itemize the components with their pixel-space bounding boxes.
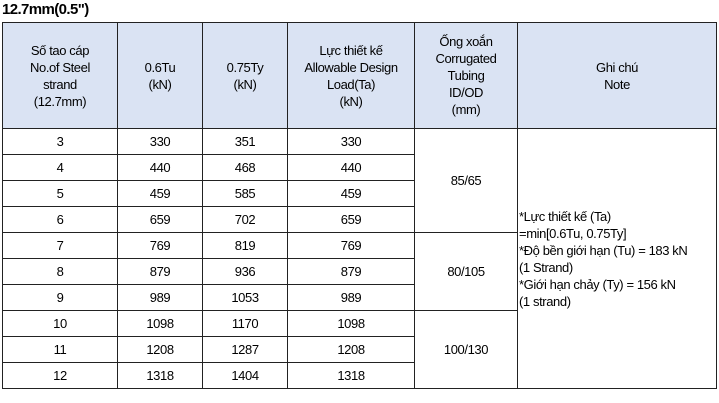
- header-ty: 0.75Ty (kN): [202, 22, 288, 129]
- table-row: 9 989 1053 989: [2, 284, 717, 311]
- cell-ta: 769: [287, 232, 415, 259]
- text-line: No.of Steel: [30, 59, 90, 75]
- cell-ty: 1170: [202, 310, 288, 337]
- cell-ta: 1318: [287, 362, 415, 389]
- text-line: (kN): [148, 76, 172, 92]
- text-line: (12.7mm): [33, 93, 87, 109]
- header-duct: Ống xoắn Corrugated Tubing ID/OD (mm): [414, 22, 518, 129]
- text-line: Allowable Design: [304, 59, 398, 75]
- cell-n: 6: [2, 206, 118, 233]
- cell-tu: 989: [117, 284, 203, 311]
- text-line: Ghi chú: [595, 59, 638, 75]
- cell-n: 5: [2, 180, 118, 207]
- header-ta: Lực thiết kế Allowable Design Load(Ta) (kN): [287, 22, 415, 129]
- text-line: *Lực thiết kế (Ta): [519, 208, 611, 224]
- text-line: Note: [604, 76, 630, 92]
- text-line: =min[0.6Tu, 0.75Ty]: [519, 225, 627, 241]
- text-line: 0.6Tu: [144, 59, 176, 75]
- cell-tu: 659: [117, 206, 203, 233]
- table-row: 8 879 936 879: [2, 258, 717, 285]
- cell-tu: 1318: [117, 362, 203, 389]
- text-line: Ống xoắn: [439, 34, 493, 49]
- cell-n: 9: [2, 284, 118, 311]
- cell-ta: 1098: [287, 310, 415, 337]
- text-line: *Độ bền giới hạn (Tu) = 183 kN: [519, 242, 688, 258]
- cell-n: 11: [2, 336, 118, 363]
- cell-n: 12: [2, 362, 118, 389]
- text-line: Số tao cáp: [30, 42, 90, 58]
- cell-ta: 459: [287, 180, 415, 207]
- cell-ty: 1053: [202, 284, 288, 311]
- cell-ta: 440: [287, 154, 415, 181]
- cell-n: 10: [2, 310, 118, 337]
- text-line: Tubing: [447, 68, 485, 83]
- cell-ty: 585: [202, 180, 288, 207]
- cell-duct: 100/130: [414, 310, 518, 389]
- cell-n: 7: [2, 232, 118, 259]
- table-row: 10 1098 1170 1098 100/130: [2, 310, 717, 389]
- table-row: 12 1318 1404 1318: [2, 362, 717, 389]
- text-line: Lực thiết kế: [319, 42, 383, 58]
- cell-ta: 989: [287, 284, 415, 311]
- cell-ty: 702: [202, 206, 288, 233]
- table-row: 5 459 585 459: [2, 180, 717, 207]
- cell-ty: 351: [202, 128, 288, 155]
- cell-ta: 879: [287, 258, 415, 285]
- cell-n: 3: [2, 128, 118, 155]
- strand-table: Số tao cáp No.of Steel strand (12.7mm) 0.6T…: [2, 22, 717, 389]
- text-line: *Giới hạn chảy (Ty) = 156 kN: [519, 276, 676, 292]
- text-line: (1 Strand): [519, 259, 573, 275]
- header-strands: Số tao cáp No.of Steel strand (12.7mm): [2, 22, 118, 129]
- cell-tu: 1208: [117, 336, 203, 363]
- cell-ta: 1208: [287, 336, 415, 363]
- header-tu: 0.6Tu (kN): [117, 22, 203, 129]
- text-line: Corrugated: [435, 51, 497, 66]
- cell-ta: 659: [287, 206, 415, 233]
- cell-ty: 1404: [202, 362, 288, 389]
- cell-ta: 330: [287, 128, 415, 155]
- cell-duct: 85/65: [414, 128, 518, 233]
- page-title: 12.7mm(0.5"): [2, 1, 89, 18]
- table-row: 11 1208 1287 1208: [2, 336, 717, 363]
- text-line: (1 strand): [519, 293, 571, 309]
- cell-n: 8: [2, 258, 118, 285]
- cell-note: *Lực thiết kế (Ta) =min[0.6Tu, 0.75Ty] *Độ…: [517, 128, 717, 389]
- cell-ty: 819: [202, 232, 288, 259]
- cell-ty: 1287: [202, 336, 288, 363]
- text-line: (kN): [233, 76, 257, 92]
- cell-tu: 769: [117, 232, 203, 259]
- cell-tu: 440: [117, 154, 203, 181]
- cell-tu: 459: [117, 180, 203, 207]
- table-row: 3 330 351 330 85/65 *Lực thiết kế (Ta) =min[0.…: [2, 128, 717, 389]
- text-line: (kN): [339, 93, 363, 109]
- cell-n: 4: [2, 154, 118, 181]
- header-row: Số tao cáp No.of Steel strand (12.7mm) 0.6T…: [2, 22, 717, 129]
- cell-tu: 1098: [117, 310, 203, 337]
- table-row: 7 769 819 769 80/105: [2, 232, 717, 311]
- cell-ty: 936: [202, 258, 288, 285]
- text-line: ID/OD: [448, 85, 484, 100]
- table-row: 6 659 702 659: [2, 206, 717, 233]
- text-line: strand: [43, 76, 77, 92]
- text-line: (mm): [451, 102, 481, 117]
- cell-tu: 879: [117, 258, 203, 285]
- cell-ty: 468: [202, 154, 288, 181]
- cell-tu: 330: [117, 128, 203, 155]
- text-line: Load(Ta): [326, 76, 376, 92]
- text-line: 0.75Ty: [226, 59, 264, 75]
- cell-duct: 80/105: [414, 232, 518, 311]
- header-note: Ghi chú Note: [517, 22, 717, 129]
